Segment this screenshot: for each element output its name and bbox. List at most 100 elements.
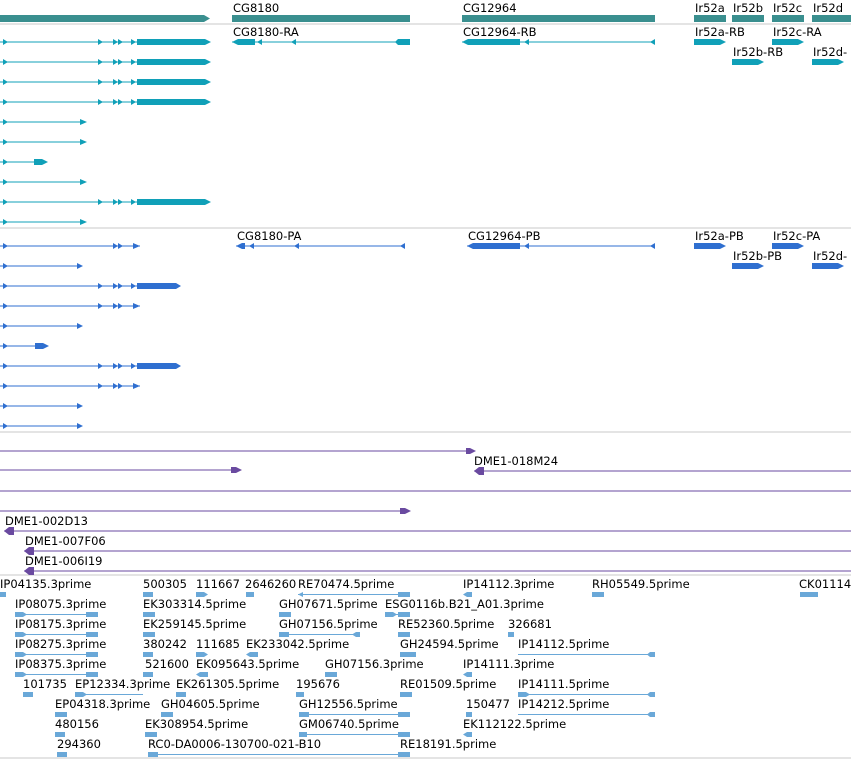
- est-feature[interactable]: ESG0116b.B21_A01.3prime: [385, 597, 544, 617]
- transcript-ir52a-rb[interactable]: Ir52a-RB: [694, 25, 745, 45]
- transcript-feature[interactable]: [0, 199, 211, 205]
- est-feature[interactable]: IP14112.5prime: [518, 637, 655, 657]
- gene-feature-ir52a[interactable]: Ir52a: [694, 1, 726, 22]
- transcript-feature[interactable]: [0, 59, 211, 65]
- protein-feature[interactable]: [0, 243, 140, 249]
- est-feature[interactable]: EK259145.5prime: [143, 617, 246, 637]
- protein-label: CG12964-PB: [468, 229, 541, 243]
- protein-ir52d[interactable]: Ir52d-: [812, 249, 847, 269]
- est-feature[interactable]: IP14212.5prime: [518, 697, 655, 717]
- est-feature[interactable]: RE01509.5prime: [400, 677, 496, 697]
- gene-feature-ir52d[interactable]: Ir52d: [812, 1, 851, 22]
- gene-feature-cg8180[interactable]: CG8180: [232, 1, 410, 22]
- protein-feature[interactable]: [0, 403, 83, 409]
- protein-feature[interactable]: [0, 283, 181, 289]
- protein-ir52b-pb[interactable]: Ir52b-PB: [732, 249, 782, 269]
- est-label: IP14112.5prime: [518, 637, 609, 651]
- est-feature[interactable]: IP08275.3prime: [15, 637, 106, 657]
- clone-dme1-007f06[interactable]: DME1-007F06: [24, 534, 851, 555]
- est-feature[interactable]: IP14112.3prime: [463, 577, 554, 597]
- est-label: ESG0116b.B21_A01.3prime: [385, 597, 544, 611]
- est-feature[interactable]: EK303314.5prime: [143, 597, 246, 617]
- est-feature[interactable]: GH04605.5prime: [161, 697, 260, 717]
- est-feature[interactable]: RH05549.5prime: [592, 577, 690, 597]
- est-feature[interactable]: GH12556.5prime: [299, 697, 410, 717]
- transcript-cg12964-rb[interactable]: CG12964-RB: [462, 25, 655, 45]
- clone-dme1-002d13[interactable]: DME1-002D13: [4, 514, 851, 535]
- est-feature[interactable]: IP08075.3prime: [15, 597, 106, 617]
- transcript-ir52c-ra[interactable]: Ir52c-RA: [772, 25, 822, 45]
- clone-dme1-006i19[interactable]: DME1-006I19: [24, 554, 851, 575]
- est-label: IP14212.5prime: [518, 697, 609, 711]
- transcript-feature[interactable]: [0, 39, 211, 45]
- est-feature[interactable]: IP04135.3prime: [0, 577, 91, 597]
- est-feature[interactable]: GH07156.5prime: [279, 617, 378, 637]
- est-feature[interactable]: EK112122.5prime: [463, 717, 566, 737]
- clone-feature[interactable]: [0, 448, 476, 454]
- est-label: EK095643.5prime: [196, 657, 299, 671]
- est-feature[interactable]: EP12334.3prime: [75, 677, 170, 697]
- transcript-feature[interactable]: [0, 159, 48, 165]
- est-feature[interactable]: 111667: [196, 577, 240, 597]
- est-feature[interactable]: EK233042.5prime: [246, 637, 349, 657]
- protein-feature[interactable]: [0, 263, 83, 269]
- est-feature[interactable]: IP14111.5prime: [518, 677, 655, 697]
- gene-feature-ir52c[interactable]: Ir52c: [772, 1, 804, 22]
- est-feature[interactable]: 101735: [23, 677, 67, 697]
- protein-ir52c-pa[interactable]: Ir52c-PA: [772, 229, 820, 249]
- est-feature[interactable]: EK308954.5prime: [145, 717, 248, 737]
- transcript-feature[interactable]: [0, 79, 211, 85]
- protein-feature[interactable]: [0, 343, 49, 349]
- est-feature[interactable]: GM06740.5prime: [299, 717, 410, 737]
- est-label: GH04605.5prime: [161, 697, 260, 711]
- est-feature[interactable]: RE52360.5prime: [398, 617, 494, 637]
- est-feature[interactable]: 480156: [55, 717, 99, 737]
- transcript-feature[interactable]: [0, 119, 87, 125]
- est-feature[interactable]: EK095643.5prime: [196, 657, 299, 677]
- est-feature[interactable]: RE18191.5prime: [400, 737, 496, 751]
- clone-feature[interactable]: [0, 508, 411, 514]
- est-feature[interactable]: CK01114: [799, 577, 851, 597]
- transcript-feature[interactable]: [0, 139, 87, 145]
- gene-feature-ir52b[interactable]: Ir52b: [732, 1, 764, 22]
- clone-dme1-018m24[interactable]: DME1-018M24: [474, 454, 851, 475]
- est-feature[interactable]: IP14111.3prime: [463, 657, 554, 677]
- est-feature[interactable]: 111685: [196, 637, 240, 657]
- clone-feature[interactable]: [0, 467, 242, 473]
- protein-feature[interactable]: [0, 303, 140, 309]
- est-feature[interactable]: RE70474.5prime: [298, 577, 410, 597]
- est-feature[interactable]: 150477: [466, 697, 510, 717]
- protein-ir52a-pb[interactable]: Ir52a-PB: [694, 229, 744, 249]
- est-feature[interactable]: EP04318.3prime: [55, 697, 150, 717]
- est-feature[interactable]: 2646260: [245, 577, 296, 597]
- transcript-feature[interactable]: [0, 179, 87, 185]
- protein-cg12964-pb[interactable]: CG12964-PB: [467, 229, 655, 249]
- est-feature[interactable]: RC0-DA0006-130700-021-B10: [148, 737, 410, 757]
- transcript-ir52b-rb[interactable]: Ir52b-RB: [732, 45, 783, 65]
- est-feature[interactable]: IP08375.3prime: [15, 657, 106, 677]
- protein-cg8180-pa[interactable]: CG8180-PA: [236, 229, 405, 249]
- est-label: GH12556.5prime: [299, 697, 398, 711]
- protein-feature[interactable]: [0, 323, 83, 329]
- est-feature[interactable]: 294360: [57, 737, 101, 757]
- transcript-cg8180-ra[interactable]: CG8180-RA: [232, 25, 410, 45]
- gene-feature-left[interactable]: [0, 15, 210, 22]
- protein-feature[interactable]: [0, 383, 140, 389]
- est-feature[interactable]: EK261305.5prime: [176, 677, 279, 697]
- gene-label: CG12964: [463, 1, 517, 15]
- protein-feature[interactable]: [0, 363, 181, 369]
- transcript-feature[interactable]: [0, 99, 211, 105]
- transcript-feature[interactable]: [0, 219, 87, 225]
- protein-feature[interactable]: [0, 423, 83, 429]
- transcript-ir52d[interactable]: Ir52d-: [812, 45, 847, 65]
- est-feature[interactable]: GH24594.5prime: [400, 637, 499, 657]
- est-feature[interactable]: IP08175.3prime: [15, 617, 106, 637]
- est-feature[interactable]: 521600: [143, 657, 189, 677]
- est-feature[interactable]: 195676: [296, 677, 340, 697]
- est-feature[interactable]: GH07671.5prime: [279, 597, 378, 617]
- est-feature[interactable]: 500305: [143, 577, 187, 597]
- est-feature[interactable]: GH07156.3prime: [325, 657, 424, 677]
- est-feature[interactable]: 326681: [508, 617, 552, 637]
- gene-feature-cg12964[interactable]: CG12964: [462, 1, 655, 22]
- est-feature[interactable]: 380242: [143, 637, 187, 657]
